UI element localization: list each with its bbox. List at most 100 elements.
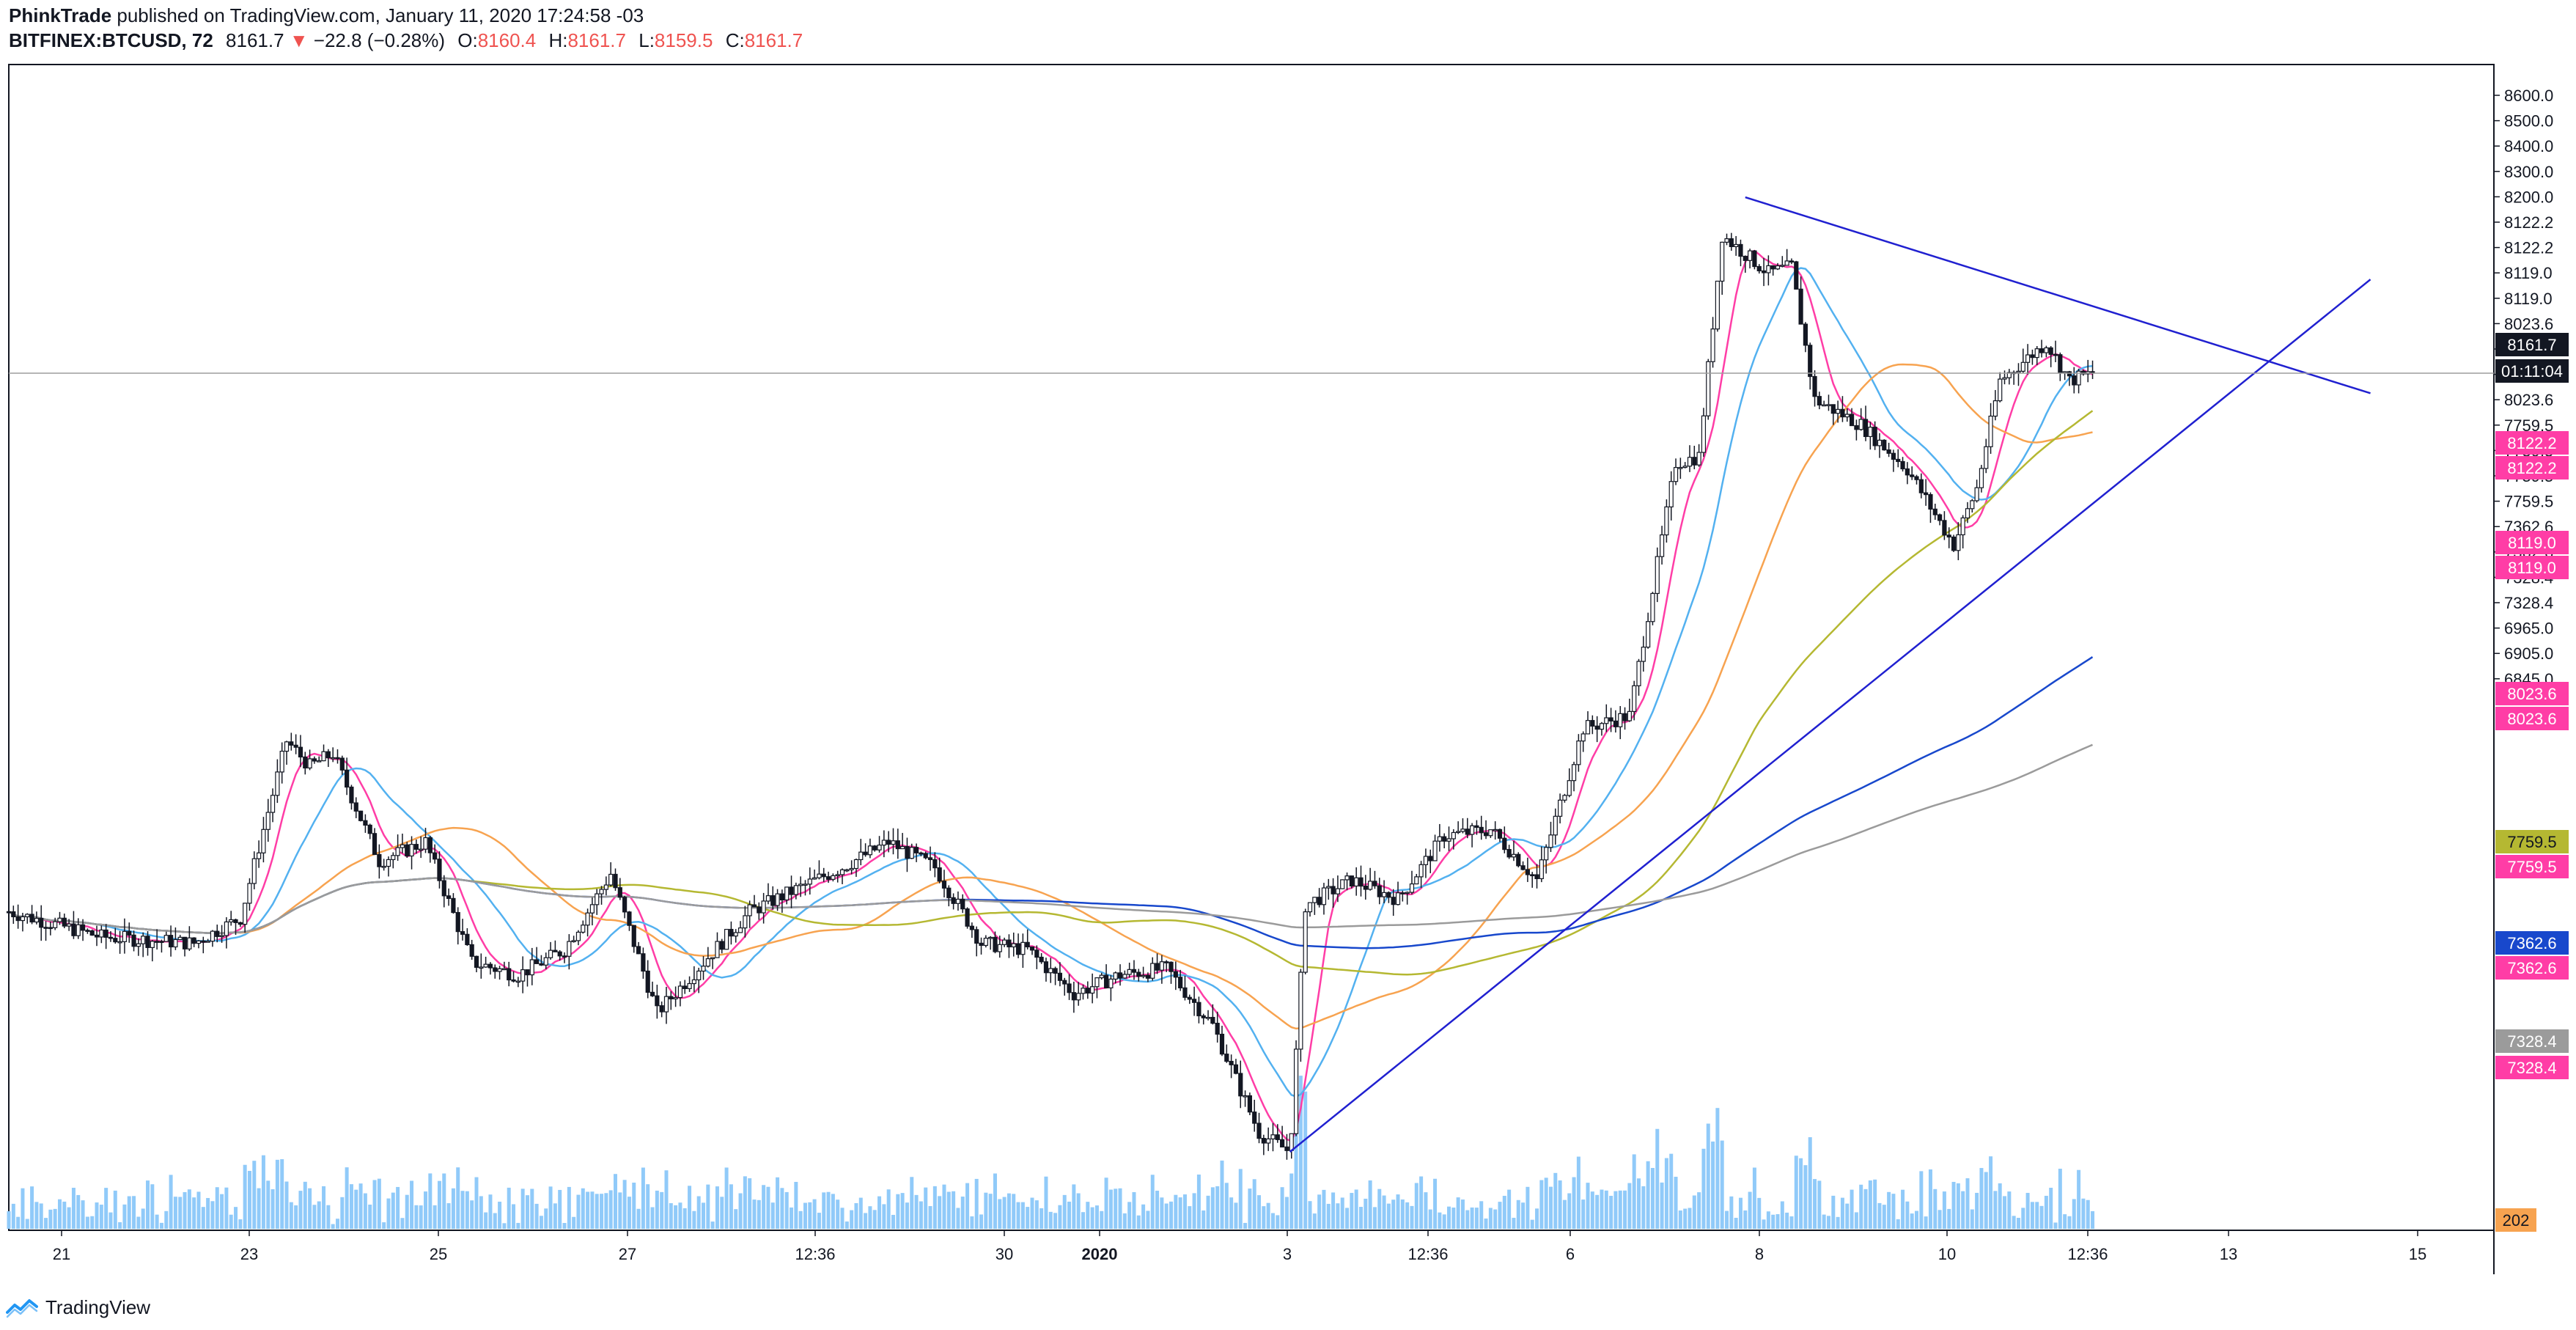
publisher-name[interactable]: PhinkTrade: [9, 4, 112, 26]
candle: [321, 744, 326, 762]
svg-text:8122.2: 8122.2: [2507, 434, 2556, 452]
candle: [905, 837, 910, 872]
volume-bar: [581, 1188, 585, 1229]
candle: [34, 911, 40, 925]
price-label[interactable]: 8161.7: [2495, 333, 2569, 356]
price-label[interactable]: 7362.6: [2495, 931, 2569, 955]
volume-bar: [247, 1170, 251, 1229]
volume-bar: [586, 1191, 590, 1229]
candle: [1502, 826, 1507, 853]
candle: [1511, 840, 1517, 861]
price-label[interactable]: 202: [2495, 1208, 2536, 1232]
price-label[interactable]: 8122.2: [2495, 431, 2569, 455]
candle: [1363, 875, 1368, 900]
volume-bar: [57, 1199, 62, 1229]
volume-bar: [271, 1189, 275, 1229]
candle: [1530, 872, 1535, 888]
volume-bar: [488, 1194, 493, 1229]
candle: [1748, 249, 1753, 269]
volume-bar: [1289, 1173, 1294, 1229]
candle: [1854, 419, 1859, 441]
candle: [1409, 870, 1415, 894]
volume-bar: [21, 1188, 25, 1229]
volume-bar: [340, 1197, 345, 1229]
candle: [715, 932, 720, 958]
volume-bar: [794, 1181, 798, 1229]
candle: [932, 852, 938, 878]
candle: [636, 941, 641, 955]
volume-bar: [1521, 1202, 1526, 1229]
price-label[interactable]: 8023.6: [2495, 707, 2569, 730]
volume-bar: [1094, 1205, 1099, 1229]
candle: [1136, 969, 1141, 982]
volume-bar: [1998, 1183, 2002, 1229]
candle: [1534, 864, 1539, 889]
volume-bar: [1544, 1177, 1548, 1229]
candle: [243, 903, 248, 933]
volume-bar: [1780, 1201, 1784, 1229]
candle: [1141, 966, 1146, 979]
candle: [1924, 479, 1929, 506]
time-tick-label: 12:36: [795, 1245, 835, 1263]
candle: [1215, 1011, 1220, 1043]
price-label[interactable]: 8023.6: [2495, 682, 2569, 705]
candle: [927, 846, 933, 871]
candle: [298, 735, 303, 768]
volume-bar: [1650, 1167, 1655, 1229]
volume-bar: [678, 1202, 682, 1229]
price-label[interactable]: 7759.5: [2495, 830, 2569, 853]
candle: [1423, 848, 1429, 878]
candle: [539, 955, 544, 966]
time-axis[interactable]: 21 23 25 27 12:36 30 2020 3 12:36 6 8 10 12:36 13 15: [53, 1230, 2426, 1263]
volume-bar: [608, 1190, 613, 1229]
price-label[interactable]: 7328.4: [2495, 1056, 2569, 1079]
tradingview-logo-icon[interactable]: [6, 1296, 38, 1318]
volume-bar: [618, 1192, 622, 1229]
price-label[interactable]: 8119.0: [2495, 556, 2569, 579]
volume-bar: [664, 1170, 669, 1229]
ascending-support-trendline[interactable]: [1289, 279, 2371, 1153]
price-label[interactable]: 8122.2: [2495, 456, 2569, 480]
candle: [474, 955, 479, 973]
descending-resistance-trendline[interactable]: [1745, 196, 2371, 394]
candle: [1456, 821, 1461, 834]
candle: [483, 956, 488, 968]
candle: [372, 828, 378, 856]
volume-bar: [1613, 1191, 1618, 1229]
volume-bar: [1697, 1192, 1701, 1229]
volume-bar: [428, 1173, 433, 1229]
volume-bar: [817, 1213, 821, 1229]
candle: [1752, 250, 1757, 270]
price-label[interactable]: 8119.0: [2495, 531, 2569, 554]
volume-bar: [858, 1197, 863, 1229]
volume-bar: [1252, 1179, 1256, 1229]
candle: [1544, 844, 1549, 874]
volume-bar: [1396, 1194, 1400, 1229]
volume-bar: [414, 1205, 419, 1229]
symbol-name[interactable]: BITFINEX:BTCUSD, 72: [9, 29, 213, 51]
volume-bar: [840, 1208, 844, 1229]
candle: [793, 882, 798, 900]
volume-bar: [702, 1202, 706, 1229]
candle: [770, 886, 776, 910]
candle: [377, 844, 382, 879]
tradingview-brand[interactable]: TradingView: [45, 1296, 151, 1318]
candle: [1942, 511, 1947, 540]
volume-bar: [39, 1203, 43, 1229]
candle: [1164, 960, 1169, 972]
volume-bar: [136, 1216, 141, 1229]
price-label[interactable]: 7328.4: [2495, 1029, 2569, 1053]
candle: [993, 931, 998, 954]
volume-bar: [498, 1202, 502, 1229]
price-chart[interactable]: 8600.0 8500.0 8400.0 8300.0 8200.0 8122.2 8122…: [0, 0, 2576, 1290]
candle: [2030, 349, 2035, 365]
volume-bar: [30, 1186, 34, 1229]
price-label[interactable]: 01:11:04: [2495, 359, 2569, 383]
price-axis[interactable]: 8600.0 8500.0 8400.0 8300.0 8200.0 8122.2 8122…: [2494, 87, 2569, 1232]
volume-bar: [132, 1196, 136, 1229]
price-label[interactable]: 7362.6: [2495, 956, 2569, 980]
candle: [1946, 527, 1951, 548]
candle: [1803, 322, 1808, 353]
svg-text:8161.7: 8161.7: [2507, 336, 2556, 354]
price-label[interactable]: 7759.5: [2495, 855, 2569, 878]
